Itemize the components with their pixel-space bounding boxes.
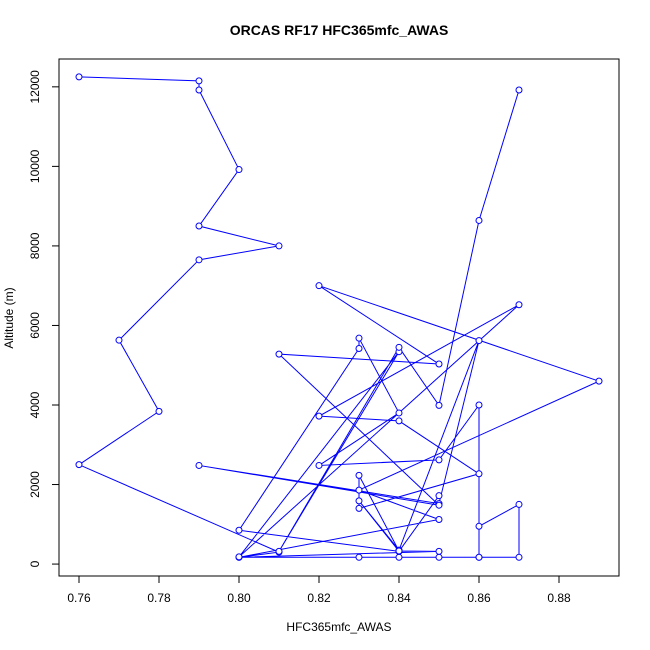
y-tick-label: 2000 (28, 471, 42, 498)
data-point (355, 504, 363, 512)
data-point (475, 216, 483, 224)
data-point (75, 73, 83, 81)
x-tick-label: 0.80 (227, 591, 251, 605)
data-point (275, 547, 283, 555)
data-point (275, 242, 283, 250)
data-point (355, 497, 363, 505)
data-point (435, 492, 443, 500)
data-point (435, 547, 443, 555)
data-point (395, 553, 403, 561)
data-point (155, 407, 163, 415)
data-point (195, 222, 203, 230)
x-tick-label: 0.82 (307, 591, 331, 605)
y-axis: 0 2000 4000 6000 8000 10000 12000 (28, 70, 60, 567)
data-point (355, 334, 363, 342)
data-point (195, 86, 203, 94)
data-point (315, 461, 323, 469)
data-point (395, 417, 403, 425)
data-point (395, 547, 403, 555)
data-point (435, 516, 443, 524)
data-point (315, 282, 323, 290)
y-tick-label: 8000 (28, 232, 42, 259)
plot-frame (58, 58, 620, 577)
x-tick-label: 0.76 (67, 591, 91, 605)
data-point (355, 471, 363, 479)
data-point (395, 409, 403, 417)
data-point (435, 401, 443, 409)
data-point (475, 553, 483, 561)
x-tick-label: 0.88 (547, 591, 571, 605)
data-line (77, 76, 601, 558)
data-point (515, 553, 523, 561)
x-tick-label: 0.86 (467, 591, 491, 605)
data-point (475, 337, 483, 345)
series-line (77, 76, 601, 558)
x-axis: 0.76 0.78 0.80 0.82 0.84 0.86 0.88 (67, 575, 571, 605)
data-point (195, 256, 203, 264)
data-point (235, 526, 243, 534)
y-axis-label: Altitude (m) (2, 287, 16, 348)
data-point (195, 461, 203, 469)
data-point (75, 461, 83, 469)
data-point (275, 350, 283, 358)
y-tick-label: 12000 (28, 70, 42, 104)
data-point (475, 401, 483, 409)
series-points (75, 73, 603, 561)
y-tick-label: 0 (28, 560, 42, 567)
data-point (235, 166, 243, 174)
x-axis-label: HFC365mfc_AWAS (286, 620, 391, 634)
data-point (195, 77, 203, 85)
data-point (435, 360, 443, 368)
x-tick-label: 0.78 (147, 591, 171, 605)
y-tick-label: 6000 (28, 312, 42, 339)
data-point (435, 553, 443, 561)
y-tick-label: 4000 (28, 391, 42, 418)
data-point (515, 301, 523, 309)
data-point (355, 553, 363, 561)
x-tick-label: 0.84 (387, 591, 411, 605)
data-point (435, 501, 443, 509)
data-point (115, 336, 123, 344)
data-point (475, 470, 483, 478)
data-point (515, 86, 523, 94)
data-point (355, 486, 363, 494)
data-point (315, 412, 323, 420)
data-point (435, 456, 443, 464)
y-tick-label: 10000 (28, 149, 42, 183)
data-point (395, 343, 403, 351)
data-point (595, 377, 603, 385)
data-point (515, 500, 523, 508)
chart-title: ORCAS RF17 HFC365mfc_AWAS (230, 22, 449, 38)
data-point (475, 522, 483, 530)
data-point (355, 345, 363, 353)
data-point (235, 553, 243, 561)
